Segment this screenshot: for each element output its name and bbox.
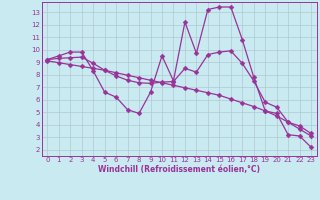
X-axis label: Windchill (Refroidissement éolien,°C): Windchill (Refroidissement éolien,°C) (98, 165, 260, 174)
